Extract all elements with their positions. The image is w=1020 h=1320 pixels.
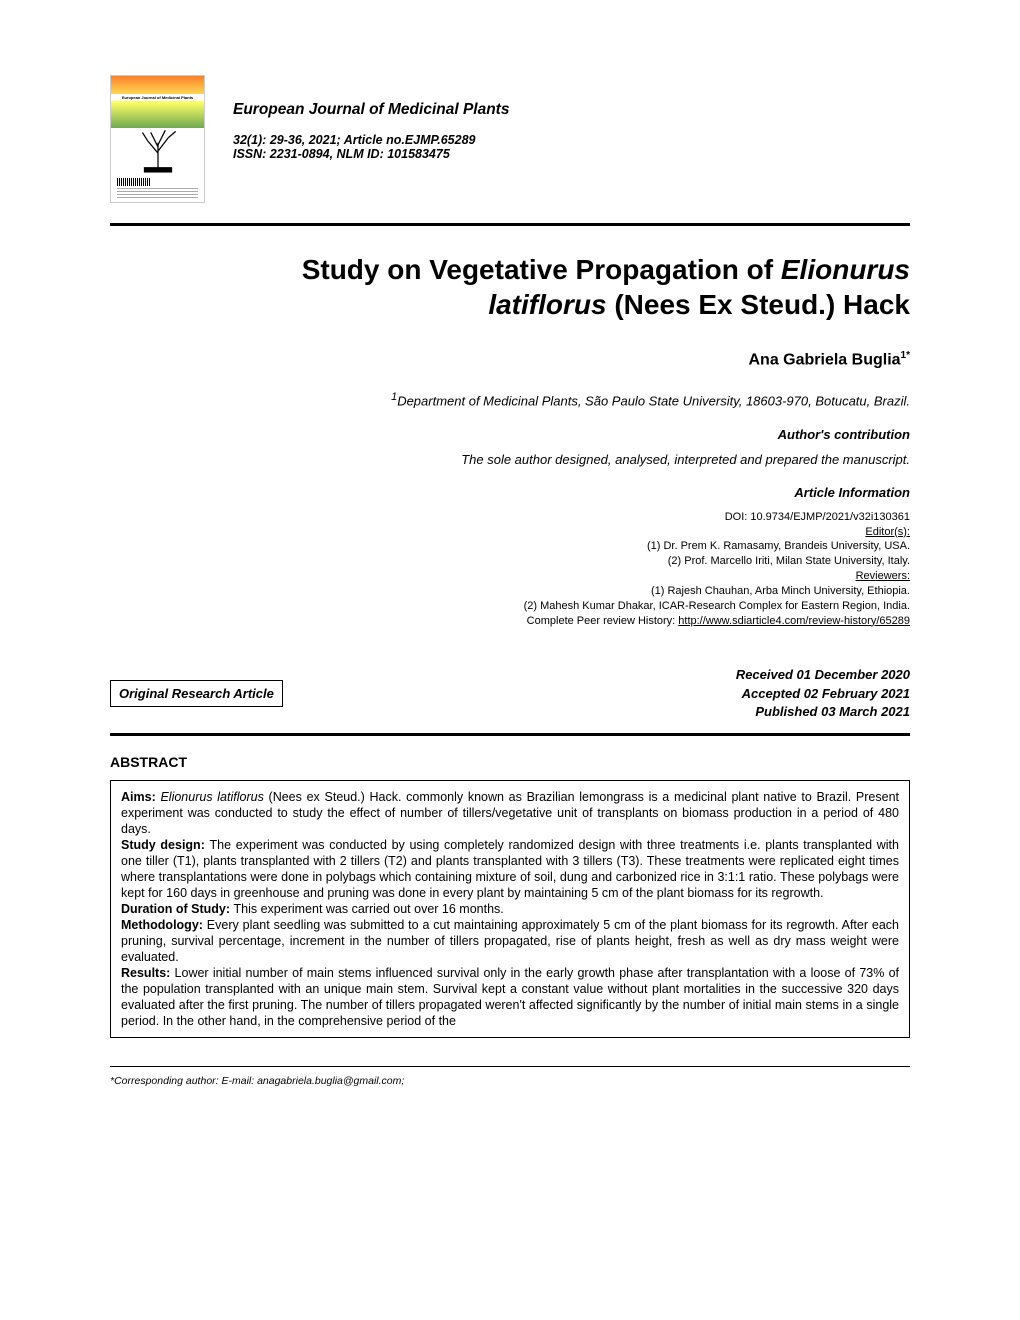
received-date: Received 01 December 2020 <box>736 666 910 684</box>
editor-2: (2) Prof. Marcello Iriti, Milan State Un… <box>110 554 910 569</box>
aims-species: Elionurus latiflorus <box>160 790 263 804</box>
editor-1: (1) Dr. Prem K. Ramasamy, Brandeis Unive… <box>110 539 910 554</box>
journal-info-block: European Journal of Medicinal Plants 32(… <box>233 75 509 203</box>
reviewer-1: (1) Rajesh Chauhan, Arba Minch Universit… <box>110 584 910 599</box>
results-label: Results: <box>121 966 175 980</box>
header-row: European Journal of Medicinal Plants Eur… <box>110 75 910 203</box>
issn-line: ISSN: 2231-0894, NLM ID: 101583475 <box>233 147 509 161</box>
header-rule <box>110 223 910 226</box>
affiliation-text: Department of Medicinal Plants, São Paul… <box>397 394 910 409</box>
cover-title-band: European Journal of Medicinal Plants <box>111 94 204 101</box>
editors-label: Editor(s): <box>110 525 910 540</box>
reviewer-2: (2) Mahesh Kumar Dhakar, ICAR-Research C… <box>110 599 910 614</box>
journal-name: European Journal of Medicinal Plants <box>233 101 509 119</box>
cover-barcode <box>117 178 151 186</box>
duration-label: Duration of Study: <box>121 902 234 916</box>
author-contribution-label: Author's contribution <box>110 427 910 442</box>
aims-label: Aims: <box>121 790 160 804</box>
design-text: The experiment was conducted by using co… <box>121 838 899 900</box>
accepted-date: Accepted 02 February 2021 <box>736 685 910 703</box>
reviewers-label: Reviewers: <box>110 569 910 584</box>
corresponding-author: *Corresponding author: E-mail: anagabrie… <box>110 1075 910 1087</box>
author-contribution-text: The sole author designed, analysed, inte… <box>110 452 910 467</box>
published-date: Published 03 March 2021 <box>736 703 910 721</box>
history-prefix: Complete Peer review History: <box>527 615 679 627</box>
article-reference: 32(1): 29-36, 2021; Article no.EJMP.6528… <box>233 133 509 147</box>
title-species-2: latiflorus <box>488 289 606 320</box>
mid-rule <box>110 733 910 736</box>
peer-review-history-line: Complete Peer review History: http://www… <box>110 614 910 629</box>
methodology-text: Every plant seedling was submitted to a … <box>121 918 899 964</box>
doi-line: DOI: 10.9734/EJMP/2021/v32i130361 <box>110 510 910 525</box>
journal-cover-thumbnail: European Journal of Medicinal Plants <box>110 75 205 203</box>
title-species-1: Elionurus <box>781 254 910 285</box>
mid-row: Original Research Article Received 01 De… <box>110 666 910 721</box>
article-title: Study on Vegetative Propagation of Elion… <box>110 252 910 322</box>
history-link[interactable]: http://www.sdiarticle4.com/review-histor… <box>678 615 910 627</box>
article-information-block: DOI: 10.9734/EJMP/2021/v32i130361 Editor… <box>110 510 910 629</box>
footer-rule <box>110 1066 910 1067</box>
duration-text: This experiment was carried out over 16 … <box>234 902 504 916</box>
author-sup: 1* <box>901 350 910 361</box>
article-type-box: Original Research Article <box>110 680 283 707</box>
abstract-heading: ABSTRACT <box>110 754 910 770</box>
design-label: Study design: <box>121 838 210 852</box>
title-text-post: (Nees Ex Steud.) Hack <box>607 289 910 320</box>
affiliation-line: 1Department of Medicinal Plants, São Pau… <box>110 391 910 408</box>
author-name: Ana Gabriela Buglia <box>749 351 901 368</box>
cover-fineprint <box>117 188 198 198</box>
dates-block: Received 01 December 2020 Accepted 02 Fe… <box>736 666 910 721</box>
author-line: Ana Gabriela Buglia1* <box>110 350 910 369</box>
cover-tree-icon <box>132 122 184 174</box>
title-text-pre: Study on Vegetative Propagation of <box>302 254 781 285</box>
article-information-label: Article Information <box>110 485 910 500</box>
methodology-label: Methodology: <box>121 918 207 932</box>
cover-gradient <box>111 76 204 128</box>
abstract-box: Aims: Elionurus latiflorus (Nees ex Steu… <box>110 780 910 1038</box>
results-text: Lower initial number of main stems influ… <box>121 966 899 1028</box>
